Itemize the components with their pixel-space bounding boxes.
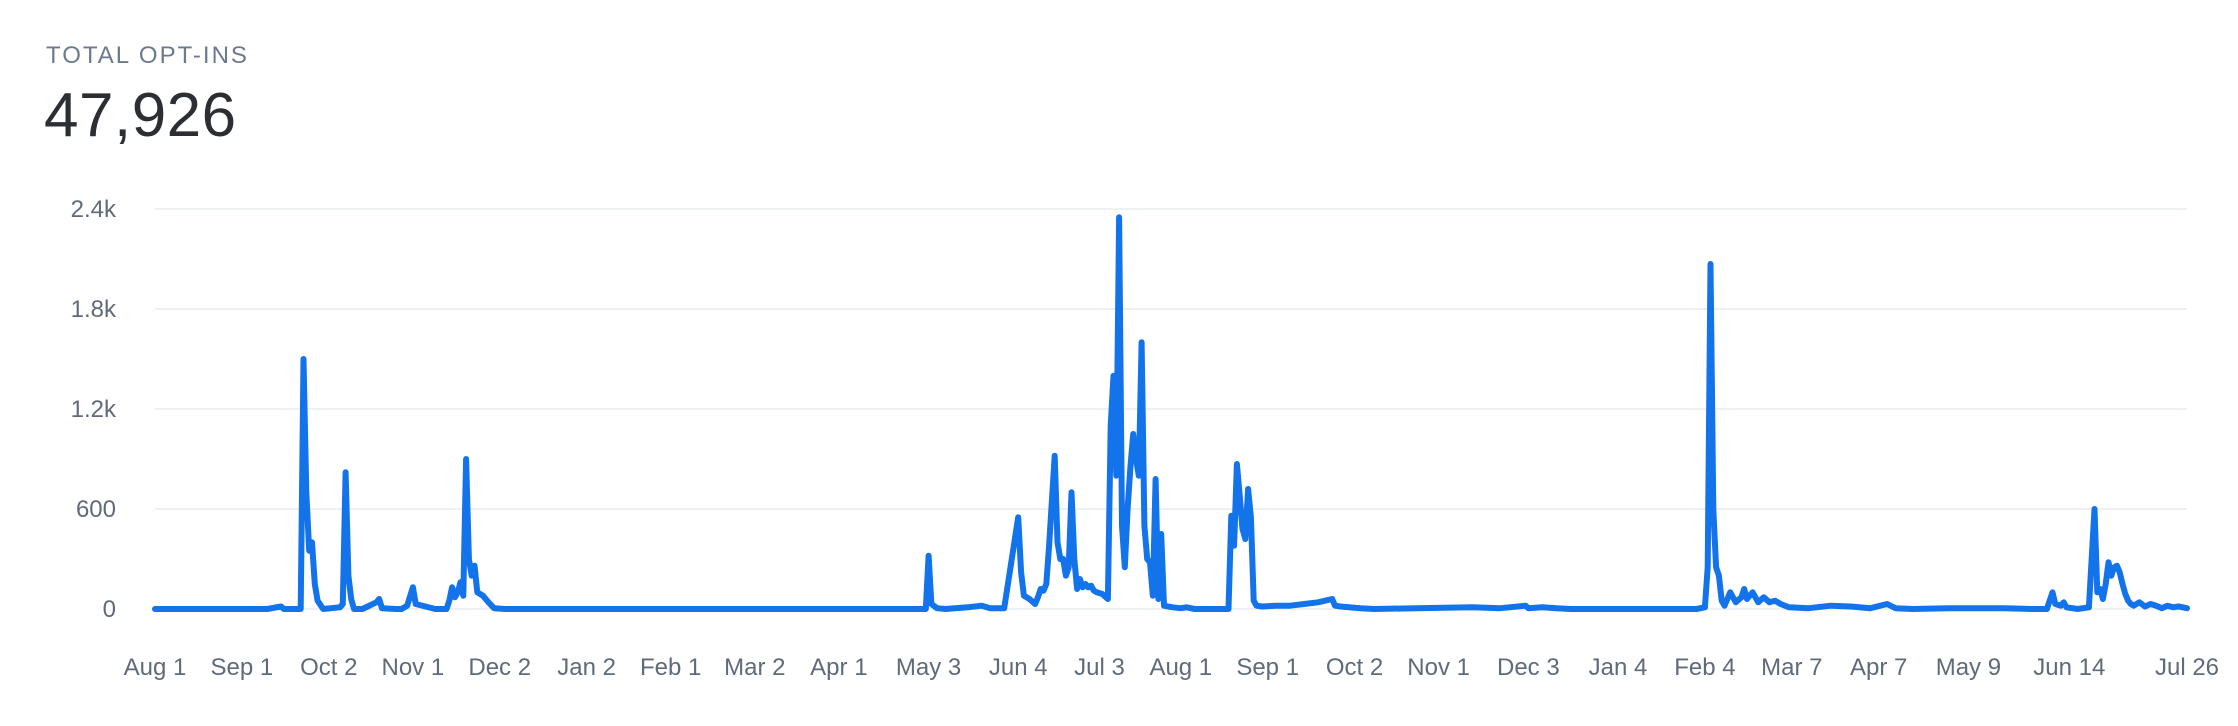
x-tick-label: May 9 (1936, 654, 2001, 681)
x-tick-label: Sep 1 (211, 654, 274, 681)
x-tick-label: Oct 2 (300, 654, 357, 681)
x-tick-label: Jun 14 (2033, 654, 2105, 681)
x-tick-label: Jan 4 (1589, 654, 1648, 681)
y-tick-label: 2.4k (71, 196, 117, 223)
y-axis-ticks: 0 600 1.2k 1.8k 2.4k (71, 196, 117, 623)
metric-label: TOTAL OPT-INS (46, 42, 249, 69)
x-tick-label: Aug 1 (1149, 654, 1212, 681)
x-tick-label: Feb 4 (1674, 654, 1735, 681)
y-tick-label: 0 (103, 596, 116, 623)
x-tick-label: Jul 26 (2155, 654, 2219, 681)
x-tick-label: Mar 7 (1761, 654, 1822, 681)
x-tick-label: Jul 3 (1074, 654, 1125, 681)
x-tick-label: Dec 3 (1497, 654, 1560, 681)
x-tick-label: Nov 1 (382, 654, 445, 681)
x-tick-label: Nov 1 (1407, 654, 1470, 681)
x-tick-label: Oct 2 (1326, 654, 1383, 681)
x-tick-label: Sep 1 (1236, 654, 1299, 681)
x-axis-ticks: Aug 1 Sep 1 Oct 2 Nov 1 Dec 2 Jan 2 Feb 1 Mar 2… (124, 654, 2219, 681)
x-tick-label: Apr 7 (1850, 654, 1907, 681)
x-tick-label: May 3 (896, 654, 961, 681)
y-tick-label: 1.2k (71, 396, 117, 423)
y-gridlines (155, 208, 2187, 610)
x-tick-label: Aug 1 (124, 654, 187, 681)
x-tick-label: Apr 1 (810, 654, 867, 681)
x-tick-label: Feb 1 (640, 654, 701, 681)
y-tick-label: 600 (76, 496, 116, 523)
series-line (152, 214, 2190, 612)
metric-value: 47,926 (44, 81, 237, 150)
y-tick-label: 1.8k (71, 296, 117, 323)
x-tick-label: Jan 2 (557, 654, 616, 681)
x-tick-label: Dec 2 (468, 654, 531, 681)
x-tick-label: Jun 4 (989, 654, 1048, 681)
x-tick-label: Mar 2 (724, 654, 785, 681)
series-layer (152, 214, 2190, 612)
